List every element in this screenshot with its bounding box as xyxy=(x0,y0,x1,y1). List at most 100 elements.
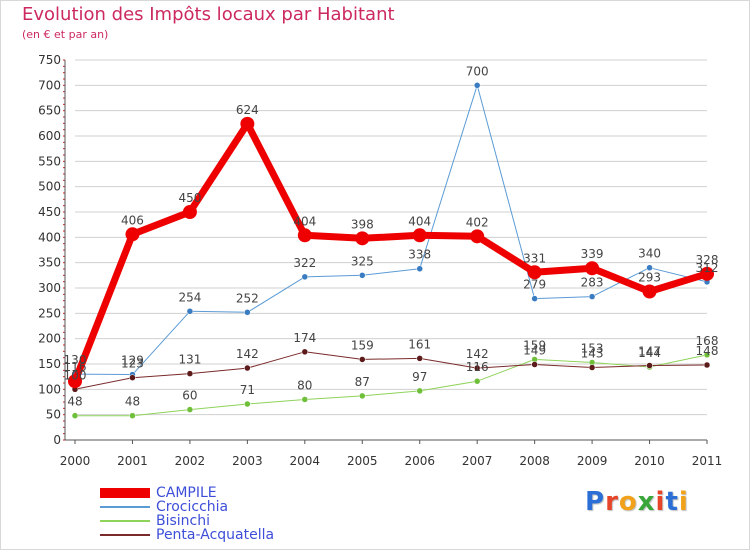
data-point xyxy=(244,309,251,316)
data-label: 87 xyxy=(355,375,370,389)
data-label: 279 xyxy=(523,278,546,292)
data-point xyxy=(359,392,366,400)
x-tick-label: 2010 xyxy=(634,454,665,468)
data-point xyxy=(646,362,653,369)
series-line-campile xyxy=(71,120,711,385)
legend-label: Penta-Acquatella xyxy=(156,527,275,543)
data-label: 293 xyxy=(638,271,661,285)
y-tick-label: 550 xyxy=(38,154,61,168)
x-tick-label: 2008 xyxy=(519,454,550,468)
legend-swatch xyxy=(100,488,150,498)
data-point xyxy=(473,377,481,385)
data-point xyxy=(703,361,711,369)
x-tick-label: 2003 xyxy=(232,454,263,468)
data-point xyxy=(182,205,197,219)
legend-swatch xyxy=(100,520,150,522)
data-label: 322 xyxy=(293,256,316,270)
brand-logo-letter: o xyxy=(618,487,638,517)
data-point xyxy=(129,412,136,419)
data-label: 312 xyxy=(696,261,719,275)
series-line-penta-acquatella xyxy=(74,351,708,390)
data-label: 97 xyxy=(412,370,427,384)
data-point xyxy=(186,308,194,315)
data-label: 406 xyxy=(121,213,144,227)
data-label: 129 xyxy=(121,354,144,368)
data-label: 283 xyxy=(581,276,604,290)
data-point xyxy=(359,272,366,279)
data-label: 48 xyxy=(125,395,140,409)
data-label: 130 xyxy=(64,353,87,367)
data-point xyxy=(244,400,251,408)
y-tick-label: 400 xyxy=(38,230,61,244)
data-label: 338 xyxy=(408,248,431,262)
data-label: 143 xyxy=(581,347,604,361)
data-point xyxy=(531,295,538,302)
data-point xyxy=(68,374,82,389)
y-tick-label: 350 xyxy=(38,256,61,270)
data-point xyxy=(646,264,653,271)
x-tick-label: 2005 xyxy=(347,454,378,468)
data-label: 159 xyxy=(523,338,546,352)
data-label: 328 xyxy=(696,253,719,267)
data-point xyxy=(359,356,366,363)
x-tick-label: 2004 xyxy=(290,454,321,468)
y-tick-label: 300 xyxy=(38,281,61,295)
brand-logo-letter: i xyxy=(655,487,666,517)
data-label: 624 xyxy=(236,103,259,117)
brand-logo-letter: x xyxy=(637,487,656,517)
data-label: 252 xyxy=(236,291,259,305)
data-point xyxy=(412,228,427,243)
data-label: 100 xyxy=(64,368,87,382)
data-label: 116 xyxy=(466,360,489,374)
data-point xyxy=(642,284,657,299)
y-tick-label: 200 xyxy=(38,332,61,346)
brand-logo-letter: i xyxy=(678,487,689,517)
data-point xyxy=(297,228,312,243)
data-label: 148 xyxy=(696,344,719,358)
data-point xyxy=(244,364,251,372)
brand-logo-letter: r xyxy=(605,487,619,517)
y-tick-label: 150 xyxy=(38,357,61,371)
data-point xyxy=(125,227,140,242)
legend-swatch xyxy=(100,534,150,536)
x-tick-label: 2000 xyxy=(60,454,91,468)
x-tick-label: 2009 xyxy=(577,454,608,468)
data-label: 168 xyxy=(696,334,719,348)
data-label: 339 xyxy=(581,247,604,261)
data-label: 402 xyxy=(466,215,489,229)
data-label: 116 xyxy=(64,360,87,374)
data-label: 123 xyxy=(121,357,144,371)
x-tick-label: 2011 xyxy=(692,454,723,468)
data-label: 144 xyxy=(638,346,661,360)
x-tick-label: 2001 xyxy=(117,454,148,468)
data-label: 142 xyxy=(466,347,489,361)
data-label: 149 xyxy=(523,344,546,358)
series-line-bisinchi xyxy=(74,354,708,417)
x-tick-label: 2006 xyxy=(404,454,435,468)
data-label: 80 xyxy=(297,378,312,392)
y-tick-label: 0 xyxy=(53,433,61,447)
series-line-crocicchia xyxy=(74,84,708,376)
data-label: 142 xyxy=(236,347,259,361)
brand-logo: Proxiti xyxy=(585,487,689,517)
data-point xyxy=(531,361,538,368)
data-label: 159 xyxy=(351,338,374,352)
data-point xyxy=(355,231,370,246)
chart-subtitle: (en € et par an) xyxy=(22,28,109,41)
data-point xyxy=(186,406,194,413)
data-label: 700 xyxy=(466,64,489,78)
data-label: 398 xyxy=(351,217,374,231)
y-tick-label: 750 xyxy=(38,53,61,67)
data-label: 340 xyxy=(638,247,661,261)
legend-label: CAMPILE xyxy=(156,485,217,501)
legend-label: Bisinchi xyxy=(156,513,211,529)
legend-label: Crocicchia xyxy=(156,499,229,515)
x-tick-label: 2002 xyxy=(175,454,206,468)
data-label: 254 xyxy=(178,290,201,304)
data-point xyxy=(473,82,481,89)
data-label: 450 xyxy=(178,191,201,205)
data-label: 131 xyxy=(178,353,201,367)
brand-logo-letter: t xyxy=(665,487,679,517)
data-point xyxy=(588,293,596,300)
y-tick-label: 450 xyxy=(38,205,61,219)
